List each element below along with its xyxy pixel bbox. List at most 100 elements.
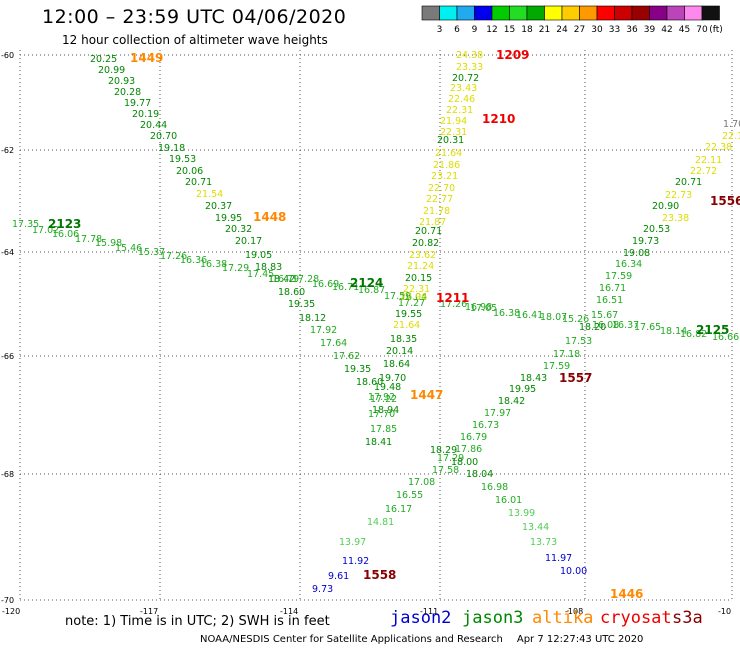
swh-value-label: 19.73 xyxy=(632,236,659,247)
swh-value-label: 20.32 xyxy=(225,224,252,235)
colorbar-swatch xyxy=(596,5,615,21)
colorbar-swatch xyxy=(474,5,493,21)
swh-value-label: 11.92 xyxy=(342,556,369,567)
swh-value-label: 17.58 xyxy=(432,465,459,476)
colorbar-tick-label: 70 xyxy=(696,25,708,35)
swh-value-label: 16.38 xyxy=(200,259,227,270)
swh-value-label: 22.31 xyxy=(403,284,430,295)
swh-value-label: 17.59 xyxy=(543,361,570,372)
swh-value-label: 17.86 xyxy=(455,444,482,455)
swh-value-label: 18.60 xyxy=(278,287,305,298)
swh-value-label: 16.98 xyxy=(465,302,492,313)
swh-value-label: 23.43 xyxy=(450,83,477,94)
colorbar-swatch xyxy=(666,5,685,21)
credit-timestamp: Apr 7 12:27:43 UTC 2020 xyxy=(516,634,644,645)
colorbar-tick-label: 30 xyxy=(591,25,603,35)
pass-time-label: 1209 xyxy=(496,48,529,62)
swh-value-label: 23.33 xyxy=(456,62,483,73)
swh-value-label: 17.22 xyxy=(370,394,397,405)
footer-note-bar: note: 1) Time is in UTC; 2) SWH is in fe… xyxy=(0,606,740,632)
swh-value-label: 16.06 xyxy=(52,229,79,240)
swh-value-label: 20.93 xyxy=(108,76,135,87)
swh-value-label: 10.00 xyxy=(560,566,587,577)
swh-value-label: 19.95 xyxy=(509,384,536,395)
swh-value-label: 16.66 xyxy=(712,332,739,343)
swh-value-label: 22.72 xyxy=(690,166,717,177)
swh-value-label: 17.62 xyxy=(333,351,360,362)
swh-value-label: 18.14 xyxy=(660,326,687,337)
swh-value-label: 17.85 xyxy=(370,424,397,435)
pass-time-label: 1557 xyxy=(559,371,592,385)
pass-time-label: 1558 xyxy=(363,568,396,582)
colorbar-swatch xyxy=(456,5,475,21)
pass-time-label: 1448 xyxy=(253,210,286,224)
swh-value-label: 16.79 xyxy=(460,432,487,443)
credit-line: NOAA/NESDIS Center for Satellite Applica… xyxy=(200,634,657,645)
swh-value-label: 16.34 xyxy=(615,259,642,270)
page-subtitle: 12 hour collection of altimeter wave hei… xyxy=(62,33,328,47)
swh-value-label: 13.99 xyxy=(508,508,535,519)
swh-value-label: 17.92 xyxy=(368,392,395,403)
swh-value-label: 9.61 xyxy=(328,571,349,582)
swh-value-label: 16.55 xyxy=(396,490,423,501)
swh-value-label: 18.20 xyxy=(579,322,606,333)
swh-value-label: 21.86 xyxy=(433,160,460,171)
swh-value-label: 20.71 xyxy=(415,226,442,237)
swh-value-label: 21.87 xyxy=(419,217,446,228)
swh-value-label: 16.38 xyxy=(493,308,520,319)
units-note: note: 1) Time is in UTC; 2) SWH is in fe… xyxy=(65,614,330,629)
swh-value-label: 17.53 xyxy=(565,336,592,347)
swh-value-label: 17.26 xyxy=(160,251,187,262)
swh-value-label: 16.71 xyxy=(599,283,626,294)
swh-value-label: 11.97 xyxy=(545,553,572,564)
observation-labels: 20.2520.9920.9320.2819.7720.1920.4420.70… xyxy=(12,50,740,595)
swh-value-label: 15.67 xyxy=(591,310,618,321)
legend-cryosat: cryosat xyxy=(600,608,672,628)
colorbar-swatch xyxy=(649,5,668,21)
pass-time-labels: 1449 1209 1210 1448 2123 2124 1211 1447 1557 2125… xyxy=(48,48,740,601)
swh-value-label: 17.27 xyxy=(398,298,425,309)
swh-value-label: 22.70 xyxy=(428,183,455,194)
swh-value-label: 21.94 xyxy=(440,116,467,127)
swh-value-label: 19.55 xyxy=(395,309,422,320)
swh-value-label: 19.18 xyxy=(158,143,185,154)
colorbar-swatch xyxy=(701,5,720,21)
swh-value-label: 16.36 xyxy=(180,255,207,266)
swh-value-label: 16.98 xyxy=(481,482,508,493)
swh-value-label: 19.95 xyxy=(215,213,242,224)
swh-value-label: 20.31 xyxy=(437,135,464,146)
legend-s3a: s3a xyxy=(672,608,703,628)
swh-value-label: 16.69 xyxy=(312,279,339,290)
swh-value-label: 20.37 xyxy=(205,201,232,212)
swh-value-label: 13.97 xyxy=(339,537,366,548)
swh-value-label: 18.12 xyxy=(299,313,326,324)
legend-jason3: jason3 xyxy=(462,608,524,628)
pass-time-label: 1447 xyxy=(410,388,443,402)
colorbar-tick-label: 45 xyxy=(679,25,690,35)
swh-value-label: 18.41 xyxy=(365,437,392,448)
swh-value-label: 20.90 xyxy=(652,201,679,212)
swh-value-label: 16.17 xyxy=(385,504,412,515)
swh-value-label: 22.38 xyxy=(705,142,732,153)
swh-value-label: 16.41 xyxy=(516,310,543,321)
pass-time-label: 1446 xyxy=(610,587,643,601)
swh-value-label: 17.65 xyxy=(634,322,661,333)
latitude-label: -66 xyxy=(1,352,14,361)
colorbar-swatch xyxy=(684,5,703,21)
swh-value-label: 17.29 xyxy=(222,263,249,274)
swh-value-label: 20.14 xyxy=(386,346,413,357)
swh-value-label: 22.14 xyxy=(722,131,740,142)
swh-value-label: 19.35 xyxy=(288,299,315,310)
swh-value-label: 22.73 xyxy=(665,190,692,201)
swh-value-label: 9.73 xyxy=(312,584,333,595)
swh-value-label: 20.99 xyxy=(98,65,125,76)
swh-value-label: 17.78 xyxy=(75,234,102,245)
colorbar-tick-label: 36 xyxy=(626,25,638,35)
swh-value-label: 22.46 xyxy=(448,94,475,105)
swh-value-label: 23.21 xyxy=(431,171,458,182)
legend-altika: altika xyxy=(532,608,594,628)
colorbar-swatch xyxy=(544,5,563,21)
swh-value-label: 16.82 xyxy=(680,329,707,340)
swh-value-label: 22.31 xyxy=(446,105,473,116)
colorbar-tick-label: 42 xyxy=(661,25,672,35)
